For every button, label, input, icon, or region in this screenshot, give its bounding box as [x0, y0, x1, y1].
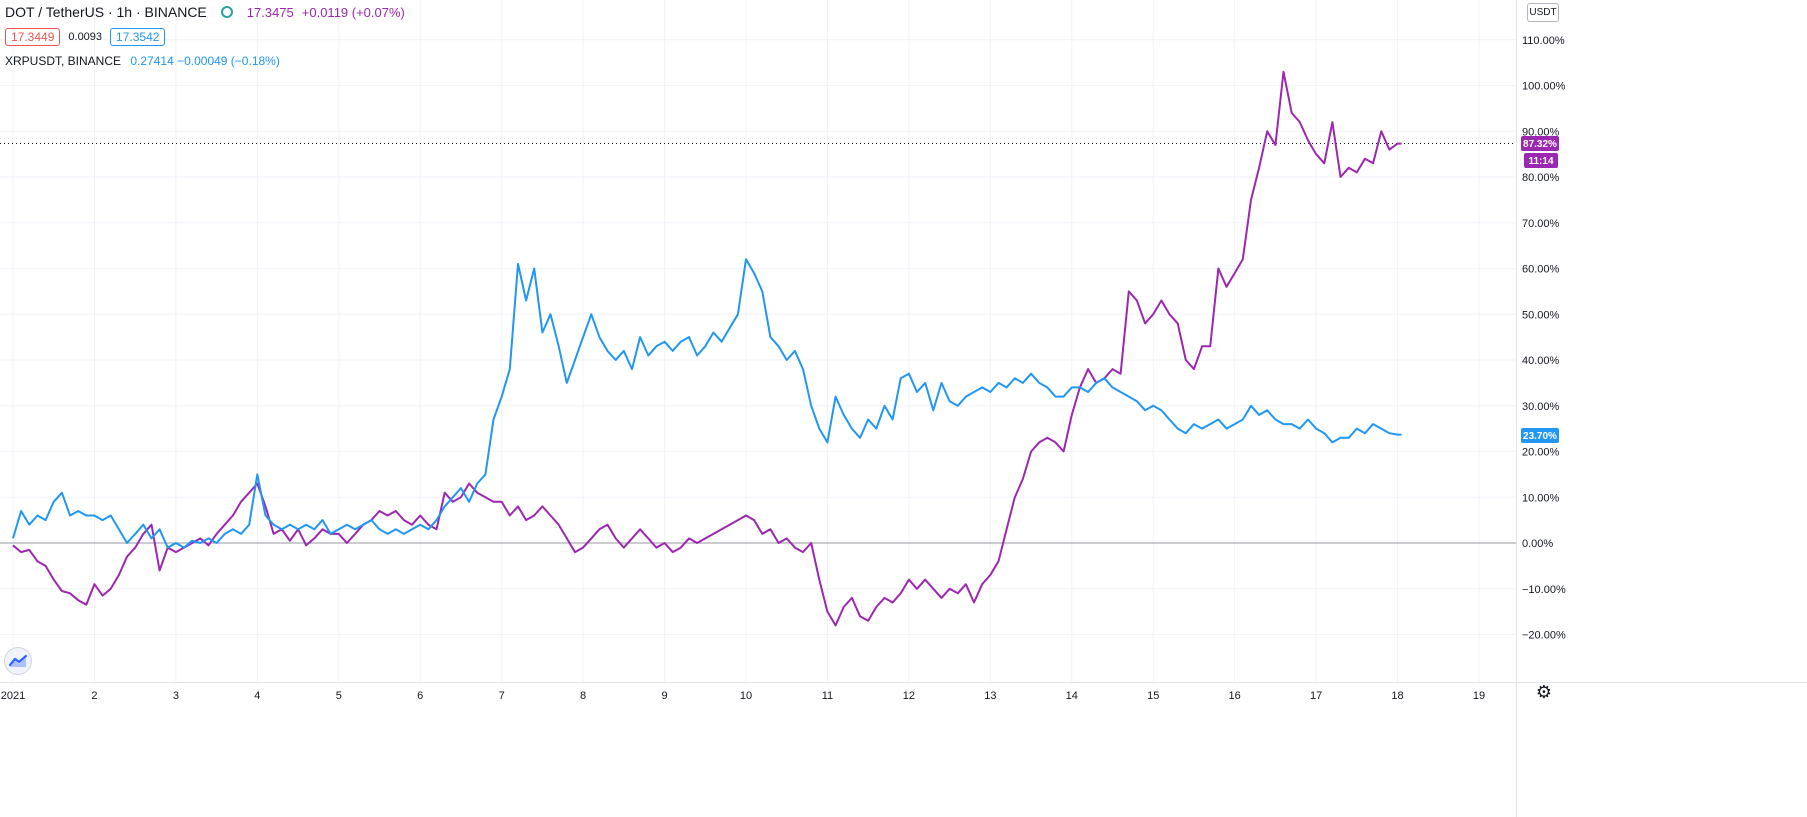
price-tick-label: 40.00% — [1522, 355, 1560, 367]
time-tick-label: 11 — [822, 690, 833, 702]
time-tick-label: 3 — [173, 690, 179, 702]
buy-button[interactable]: 17.3542 — [110, 28, 166, 46]
spread-value: 0.0093 — [68, 31, 103, 43]
countdown-badge — [1524, 153, 1558, 168]
xrp-series-line — [12, 258, 1402, 549]
main-series-legend[interactable]: DOT / TetherUS · 1h · BINANCE 17.3475 +0… — [5, 4, 405, 20]
countdown-label: 11:14 — [1528, 156, 1553, 167]
buy-sell-row: 17.3449 0.0093 17.3542 — [5, 28, 405, 46]
time-tick-label: 6 — [417, 690, 423, 702]
price-labels: 87.32% 11:14 23.70% — [1521, 136, 1559, 443]
time-tick-label: 10 — [740, 690, 752, 702]
tradingview-logo-icon[interactable] — [5, 648, 31, 674]
time-tick-label: 12 — [903, 690, 915, 702]
price-axis[interactable]: 110.00% 100.00% 90.00% 80.00% 70.00% 60.00% 50… — [1522, 35, 1566, 642]
price-tick-label: 0.00% — [1522, 538, 1553, 550]
time-tick-label: 15 — [1147, 690, 1159, 702]
price-tick-label: 30.00% — [1522, 401, 1560, 413]
sell-button[interactable]: 17.3449 — [5, 28, 61, 46]
time-tick-label: 2 — [91, 690, 97, 702]
dot-last-badge — [1521, 136, 1559, 151]
compare-series-legend[interactable]: XRPUSDT, BINANCE 0.27414 −0.00049 (−0.18… — [5, 54, 405, 68]
time-tick-label: 7 — [499, 690, 505, 702]
currency-unit-button[interactable]: USDT — [1527, 3, 1559, 22]
series-lines — [12, 70, 1402, 627]
price-tick-label: 100.00% — [1522, 81, 1566, 93]
price-tick-label: 60.00% — [1522, 264, 1560, 276]
price-tick-label: 90.00% — [1522, 126, 1560, 138]
price-tick-label: 20.00% — [1522, 447, 1560, 459]
gear-icon[interactable]: ⚙ — [1535, 682, 1553, 702]
last-price: 17.3475 — [246, 4, 294, 20]
dot-last-label: 87.32% — [1523, 139, 1557, 150]
market-status-icon — [220, 6, 233, 18]
time-tick-label: 5 — [336, 690, 342, 702]
price-tick-label: −10.00% — [1522, 584, 1566, 596]
dot-series-line — [12, 70, 1402, 627]
time-tick-label: 9 — [661, 690, 667, 702]
time-tick-label: 16 — [1229, 690, 1241, 702]
price-tick-label: 10.00% — [1522, 492, 1560, 504]
xrp-last-badge — [1521, 428, 1559, 443]
price-tick-label: 80.00% — [1522, 172, 1560, 184]
time-tick-label: 2021 — [1, 690, 25, 702]
time-tick-label: 14 — [1066, 690, 1078, 702]
compare-symbol[interactable]: XRPUSDT, BINANCE — [5, 54, 122, 68]
time-tick-label: 18 — [1391, 690, 1403, 702]
time-axis[interactable]: 2021 2 3 4 5 6 7 8 9 10 11 12 13 14 15 16 17 18 19 — [1, 690, 1485, 702]
chart-legend: DOT / TetherUS · 1h · BINANCE 17.3475 +0… — [5, 4, 405, 68]
time-tick-label: 19 — [1473, 690, 1485, 702]
time-tick-label: 13 — [984, 690, 996, 702]
time-tick-label: 8 — [580, 690, 586, 702]
price-tick-label: −20.00% — [1522, 630, 1566, 642]
price-change: +0.0119 (+0.07%) — [301, 4, 405, 20]
price-tick-label: 70.00% — [1522, 218, 1560, 230]
time-tick-label: 4 — [254, 690, 260, 702]
compare-value: 0.27414 −0.00049 (−0.18%) — [130, 54, 280, 68]
xrp-last-label: 23.70% — [1523, 431, 1557, 442]
symbol-title[interactable]: DOT / TetherUS · 1h · BINANCE — [5, 4, 207, 20]
time-tick-label: 17 — [1310, 690, 1322, 702]
price-tick-label: 110.00% — [1522, 35, 1565, 47]
price-tick-label: 50.00% — [1522, 309, 1560, 321]
